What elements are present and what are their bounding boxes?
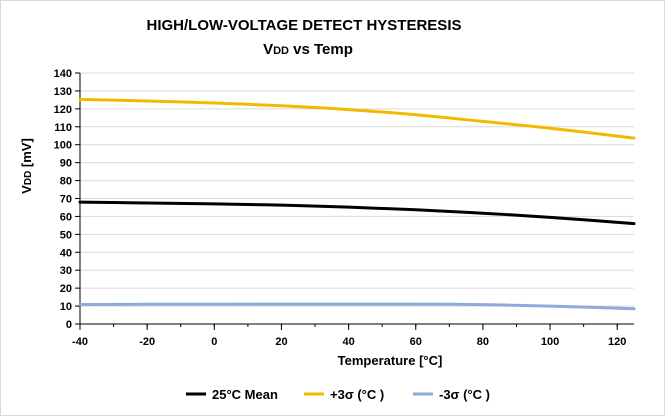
y-tick-label: 30 — [60, 265, 72, 277]
series-line-3-c — [78, 97, 636, 140]
legend-label: 25°C Mean — [212, 387, 278, 402]
y-axis-label: VDD [mV] — [19, 138, 34, 194]
subtitle-rest: vs Temp — [289, 41, 353, 58]
x-tick-label: 60 — [410, 336, 422, 348]
y-tick-label: 70 — [60, 194, 72, 206]
y-tick-label: 90 — [60, 158, 72, 170]
chart-subtitle: VDD vs Temp — [263, 41, 353, 58]
x-tick-label: 120 — [608, 336, 626, 348]
legend-label: -3σ (°C ) — [439, 387, 490, 402]
ylabel-rest: [mV] — [19, 138, 34, 171]
y-tick-label: 140 — [54, 68, 72, 80]
axes: 0 10 20 30 40 50 60 70 80 90 100 110 120 130 140 -40 -20… — [54, 68, 634, 348]
x-tick-label: 40 — [342, 336, 354, 348]
ylabel-sub: DD — [23, 171, 34, 185]
y-tick-label: 100 — [54, 140, 72, 152]
subtitle-main: V — [263, 41, 273, 58]
x-tick-label: 80 — [477, 336, 489, 348]
y-tick-label: 0 — [66, 319, 72, 331]
y-tick-label: 110 — [54, 122, 72, 134]
series-line-3-c — [78, 302, 636, 311]
chart-title: HIGH/LOW-VOLTAGE DETECT HYSTERESIS — [147, 17, 462, 34]
legend: 25°C Mean +3σ (°C ) -3σ (°C ) — [186, 387, 490, 402]
y-tick-label: 20 — [60, 283, 72, 295]
y-tick-label: 10 — [60, 301, 72, 313]
legend-label: +3σ (°C ) — [330, 387, 384, 402]
x-tick-label: 100 — [541, 336, 559, 348]
x-axis-label: Temperature [°C] — [338, 353, 443, 368]
x-tick-label: 20 — [275, 336, 287, 348]
subtitle-sub: DD — [273, 45, 289, 57]
y-tick-label: 50 — [60, 229, 72, 241]
y-tick-label: 80 — [60, 176, 72, 188]
y-tick-label: 60 — [60, 211, 72, 223]
series-lines — [78, 97, 636, 311]
y-tick-label: 40 — [60, 247, 72, 259]
gridlines — [80, 72, 634, 307]
series-line-25-c-mean — [78, 200, 636, 226]
x-tick-label: -40 — [72, 336, 88, 348]
ylabel-main: V — [19, 185, 34, 194]
x-tick-label: 0 — [211, 336, 217, 348]
y-tick-label: 130 — [54, 86, 72, 98]
y-tick-label: 120 — [54, 104, 72, 116]
x-tick-label: -20 — [139, 336, 155, 348]
